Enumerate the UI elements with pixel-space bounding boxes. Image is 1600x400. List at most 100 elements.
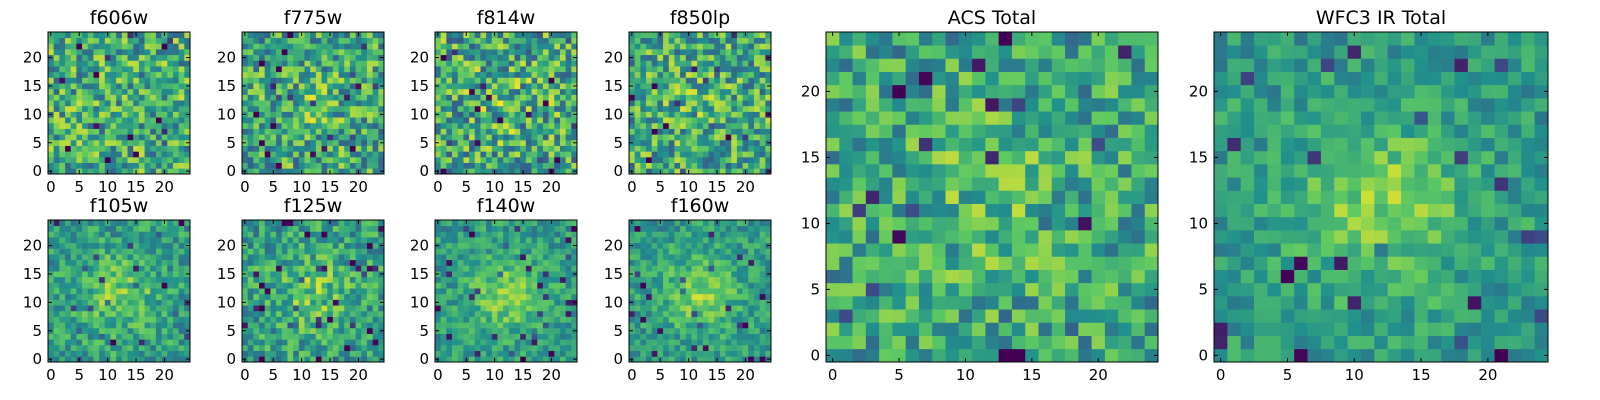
heatmap-cell xyxy=(121,220,128,227)
heatmap-cell xyxy=(753,288,760,295)
heatmap-cell xyxy=(82,145,89,152)
heatmap-cell xyxy=(104,88,111,95)
heatmap-cell xyxy=(315,333,322,340)
heatmap-cell xyxy=(742,37,749,44)
heatmap-cell xyxy=(59,49,66,56)
heatmap-cell xyxy=(559,139,566,146)
heatmap-cell xyxy=(640,168,647,175)
heatmap-cell xyxy=(304,254,311,261)
heatmap-cell xyxy=(104,254,111,261)
heatmap-cell xyxy=(276,242,283,249)
heatmap-cell xyxy=(366,37,373,44)
heatmap-cell xyxy=(571,134,578,141)
heatmap-cell xyxy=(372,128,379,135)
heatmap-cell xyxy=(714,60,721,67)
heatmap-cell xyxy=(127,293,134,300)
heatmap-cell xyxy=(520,94,527,101)
heatmap-cell xyxy=(691,322,698,329)
heatmap-cell xyxy=(355,310,362,317)
heatmap-cell xyxy=(537,66,544,73)
heatmap-cell xyxy=(247,71,254,78)
heatmap-cell xyxy=(144,156,151,163)
heatmap-cell xyxy=(554,248,561,255)
heatmap-cell xyxy=(719,117,726,124)
heatmap-cell xyxy=(270,145,277,152)
heatmap-cell xyxy=(264,71,271,78)
heatmap-cell xyxy=(161,151,168,158)
heatmap-cell xyxy=(121,282,128,289)
heatmap-cell xyxy=(327,111,334,118)
heatmap-cell xyxy=(264,66,271,73)
heatmap-cell xyxy=(657,100,664,107)
heatmap-cell xyxy=(361,111,368,118)
heatmap-cell xyxy=(651,94,658,101)
heatmap-cell xyxy=(646,88,653,95)
heatmap-cell xyxy=(435,77,442,84)
heatmap-cell xyxy=(480,225,487,232)
heatmap-cell xyxy=(276,54,283,61)
heatmap-cell xyxy=(474,60,481,67)
heatmap-cell xyxy=(469,305,476,312)
heatmap-cell xyxy=(121,105,128,112)
heatmap-cell xyxy=(281,105,288,112)
heatmap-cell xyxy=(691,276,698,283)
heatmap-cell xyxy=(725,49,732,56)
heatmap-cell xyxy=(349,344,356,351)
heatmap-cell xyxy=(355,88,362,95)
heatmap-cell xyxy=(559,60,566,67)
heatmap-cell xyxy=(344,356,351,363)
heatmap-cell xyxy=(253,37,260,44)
heatmap-cell xyxy=(708,310,715,317)
heatmap-cell xyxy=(503,83,510,90)
heatmap-cell xyxy=(680,54,687,61)
heatmap-cell xyxy=(259,162,266,169)
heatmap-cell xyxy=(82,293,89,300)
heatmap-cell xyxy=(287,225,294,232)
heatmap-cell xyxy=(446,282,453,289)
heatmap-cell xyxy=(155,66,162,73)
heatmap-cell xyxy=(121,37,128,44)
heatmap-cell xyxy=(474,111,481,118)
heatmap-cell xyxy=(110,288,117,295)
heatmap-cell xyxy=(765,151,772,158)
heatmap-cell xyxy=(133,333,140,340)
heatmap-cell xyxy=(702,83,709,90)
heatmap-cell xyxy=(366,322,373,329)
heatmap-cell xyxy=(184,248,191,255)
heatmap-cell xyxy=(514,299,521,306)
heatmap-cell xyxy=(304,111,311,118)
heatmap-cell xyxy=(116,117,123,124)
heatmap-cell xyxy=(121,259,128,266)
heatmap-cell xyxy=(503,32,510,39)
x-tick-label: 5 xyxy=(74,366,84,384)
heatmap-cell xyxy=(332,32,339,39)
heatmap-cell xyxy=(440,225,447,232)
heatmap-cell xyxy=(480,288,487,295)
heatmap-cell xyxy=(293,259,300,266)
y-tick-label: 15 xyxy=(604,77,623,95)
heatmap-cell xyxy=(634,54,641,61)
heatmap-cell xyxy=(327,265,334,272)
heatmap-cell xyxy=(355,265,362,272)
heatmap-cell xyxy=(167,105,174,112)
heatmap-cell xyxy=(486,60,493,67)
heatmap-cell xyxy=(127,271,134,278)
heatmap-cell xyxy=(674,134,681,141)
heatmap-cell xyxy=(753,168,760,175)
heatmap-cell xyxy=(497,305,504,312)
heatmap-cell xyxy=(435,350,442,357)
heatmap-cell xyxy=(508,88,515,95)
heatmap-cell xyxy=(486,71,493,78)
heatmap-cell xyxy=(76,305,83,312)
heatmap-cell xyxy=(99,117,106,124)
heatmap-cell xyxy=(680,88,687,95)
heatmap-cell xyxy=(87,344,94,351)
heatmap-cell xyxy=(70,265,77,272)
heatmap-cell xyxy=(480,66,487,73)
heatmap-cell xyxy=(446,310,453,317)
heatmap-cell xyxy=(133,83,140,90)
heatmap-cell xyxy=(440,254,447,261)
heatmap-cell xyxy=(457,310,464,317)
heatmap-cell xyxy=(674,71,681,78)
heatmap-cell xyxy=(463,43,470,50)
